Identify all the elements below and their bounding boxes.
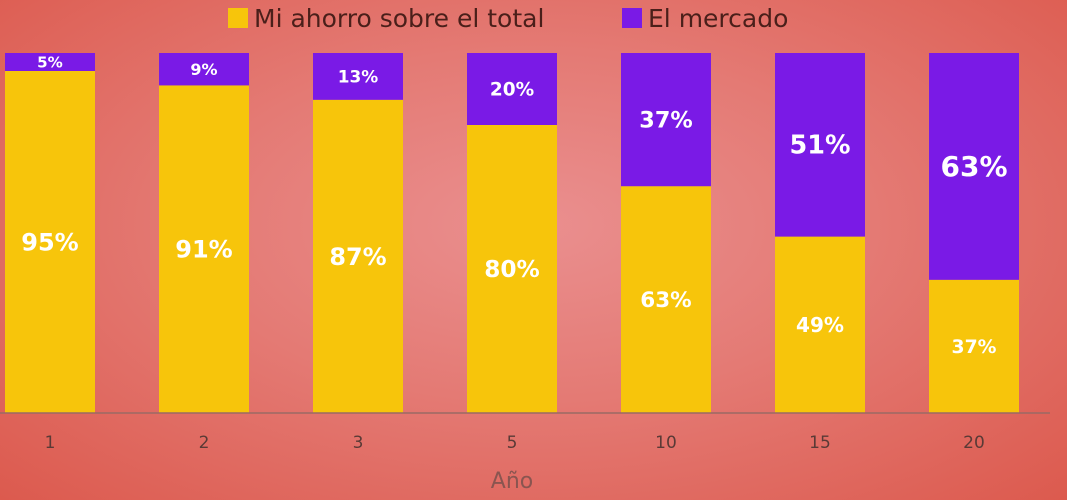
data-label-mi-ahorro-15: 49% bbox=[796, 313, 844, 337]
x-tick-label-3: 3 bbox=[353, 433, 364, 453]
bar-el-mercado-2 bbox=[159, 53, 249, 86]
bars-group: 95% 5% 91% 9% 87% 13% 80% 20% 63% 37% 49% 51% 37% 63% bbox=[5, 53, 1019, 414]
data-label-el-mercado-15: 51% bbox=[790, 131, 851, 161]
bar-el-mercado-15 bbox=[775, 53, 865, 237]
x-tick-label-2: 2 bbox=[199, 433, 210, 453]
data-label-el-mercado-3: 13% bbox=[338, 66, 379, 86]
x-tick-label-10: 10 bbox=[655, 433, 677, 453]
legend-label-el-mercado: El mercado bbox=[648, 4, 788, 33]
legend-swatch-mi-ahorro bbox=[228, 8, 248, 28]
data-label-el-mercado-20: 63% bbox=[940, 150, 1007, 183]
x-tick-label-15: 15 bbox=[809, 433, 831, 453]
bar-mi-ahorro-10 bbox=[621, 186, 711, 413]
bar-mi-ahorro-20 bbox=[929, 279, 1019, 413]
data-label-mi-ahorro-1: 95% bbox=[21, 228, 78, 256]
bar-mi-ahorro-15 bbox=[775, 236, 865, 413]
legend-label-mi-ahorro: Mi ahorro sobre el total bbox=[254, 4, 544, 33]
bar-mi-ahorro-5 bbox=[467, 125, 557, 413]
x-tick-label-20: 20 bbox=[963, 433, 985, 453]
bar-mi-ahorro-1 bbox=[5, 71, 95, 413]
data-label-mi-ahorro-2: 91% bbox=[175, 236, 232, 264]
data-label-mi-ahorro-5: 80% bbox=[484, 256, 540, 283]
data-label-el-mercado-2: 9% bbox=[190, 60, 217, 79]
x-tick-label-5: 5 bbox=[507, 433, 518, 453]
bar-el-mercado-3 bbox=[313, 53, 403, 100]
legend: Mi ahorro sobre el total El mercado bbox=[228, 4, 788, 33]
bar-mi-ahorro-3 bbox=[313, 99, 403, 414]
data-label-el-mercado-10: 37% bbox=[639, 107, 692, 133]
data-label-el-mercado-5: 20% bbox=[490, 79, 534, 100]
data-label-mi-ahorro-10: 63% bbox=[640, 288, 691, 313]
legend-swatch-el-mercado bbox=[622, 8, 642, 28]
x-tick-label-1: 1 bbox=[45, 433, 56, 453]
x-tick-labels: 1 2 3 5 10 15 20 bbox=[45, 433, 985, 453]
data-label-mi-ahorro-3: 87% bbox=[329, 243, 386, 271]
bar-el-mercado-1 bbox=[5, 53, 95, 71]
data-label-mi-ahorro-20: 37% bbox=[952, 337, 997, 358]
data-label-el-mercado-1: 5% bbox=[37, 53, 63, 71]
bar-el-mercado-20 bbox=[929, 53, 1019, 280]
bar-el-mercado-5 bbox=[467, 53, 557, 125]
bar-el-mercado-10 bbox=[621, 53, 711, 187]
bar-mi-ahorro-2 bbox=[159, 85, 249, 414]
x-axis-title: Año bbox=[491, 469, 533, 494]
